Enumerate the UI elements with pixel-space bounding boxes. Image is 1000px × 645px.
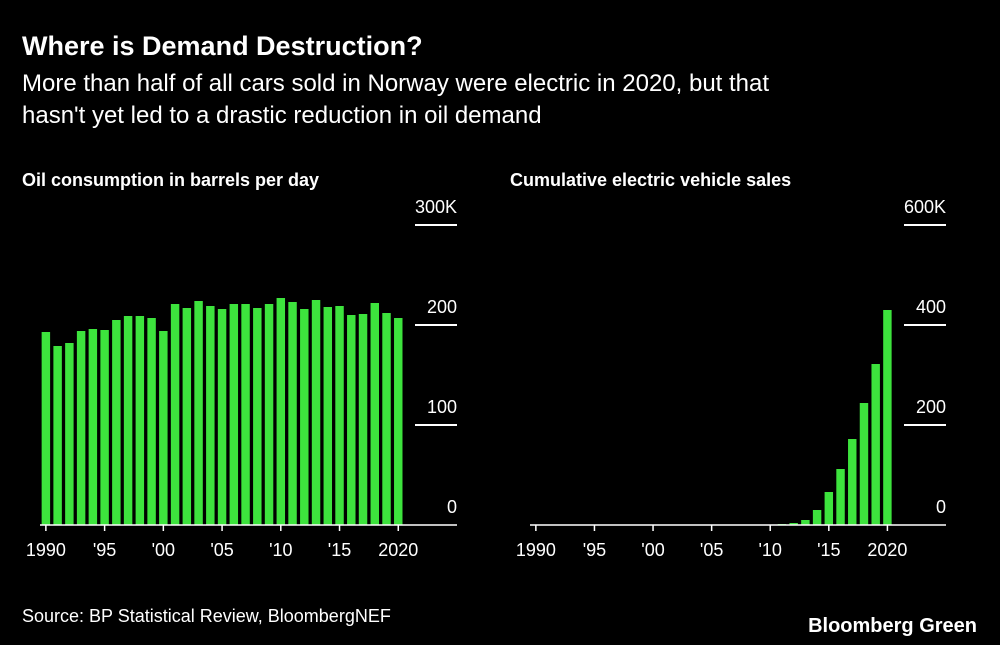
x-tick-label: 1990 xyxy=(26,540,66,560)
bar xyxy=(812,510,822,525)
bar xyxy=(871,364,880,525)
panel-title: Oil consumption in barrels per day xyxy=(22,170,319,190)
bar xyxy=(824,492,834,525)
bar xyxy=(53,346,62,525)
bar xyxy=(229,304,239,525)
bar xyxy=(253,308,262,525)
x-tick-label: 2020 xyxy=(378,540,418,560)
panel-title: Cumulative electric vehicle sales xyxy=(510,170,791,190)
bar xyxy=(65,343,74,525)
bar xyxy=(76,331,86,525)
brand: Bloomberg Green xyxy=(808,615,977,637)
x-tick-label: 1990 xyxy=(516,540,556,560)
y-tick-label: 0 xyxy=(936,497,946,517)
bar xyxy=(288,302,297,525)
x-tick-label: '95 xyxy=(583,540,606,560)
y-tick-label: 100 xyxy=(427,397,457,417)
bar xyxy=(300,309,309,525)
x-tick-label: '00 xyxy=(641,540,664,560)
bar xyxy=(123,316,133,525)
x-tick-label: '15 xyxy=(817,540,840,560)
x-tick-label: '15 xyxy=(328,540,351,560)
bar xyxy=(836,469,845,525)
x-tick-label: '10 xyxy=(758,540,781,560)
x-tick-label: '05 xyxy=(210,540,233,560)
bar xyxy=(88,329,98,525)
bar xyxy=(217,309,227,525)
bar xyxy=(194,301,203,525)
bar xyxy=(382,313,391,525)
bar xyxy=(394,318,403,525)
bar xyxy=(264,304,274,525)
bar xyxy=(335,306,344,525)
y-tick-label: 400 xyxy=(916,297,946,317)
bar xyxy=(100,330,109,525)
x-tick-label: '10 xyxy=(269,540,292,560)
y-tick-label: 300K xyxy=(415,197,457,217)
bar xyxy=(323,307,333,525)
bar xyxy=(147,318,156,525)
y-tick-label: 200 xyxy=(427,297,457,317)
bar xyxy=(170,304,180,525)
bar xyxy=(358,314,368,525)
y-tick-label: 0 xyxy=(447,497,457,517)
bar xyxy=(206,306,215,525)
bar xyxy=(801,520,810,525)
subtitle: More than half of all cars sold in Norwa… xyxy=(22,70,769,97)
bar xyxy=(159,331,168,525)
bar xyxy=(883,310,892,525)
bar xyxy=(347,315,356,525)
bar xyxy=(135,316,145,525)
x-tick-label: '00 xyxy=(152,540,175,560)
y-tick-label: 600K xyxy=(904,197,946,217)
bar xyxy=(311,300,321,525)
y-tick-label: 200 xyxy=(916,397,946,417)
bar xyxy=(789,523,798,525)
bar xyxy=(848,439,857,525)
subtitle: hasn't yet led to a drastic reduction in… xyxy=(22,102,542,129)
bar xyxy=(41,332,51,525)
bar xyxy=(370,303,380,525)
x-tick-label: '05 xyxy=(700,540,723,560)
bar xyxy=(182,308,192,525)
x-tick-label: 2020 xyxy=(867,540,907,560)
bar xyxy=(112,320,121,525)
chart-title: Where is Demand Destruction? xyxy=(22,31,423,61)
bar xyxy=(859,403,869,525)
bar xyxy=(241,304,250,525)
bar xyxy=(276,298,286,525)
x-tick-label: '95 xyxy=(93,540,116,560)
source: Source: BP Statistical Review, Bloomberg… xyxy=(22,606,391,626)
